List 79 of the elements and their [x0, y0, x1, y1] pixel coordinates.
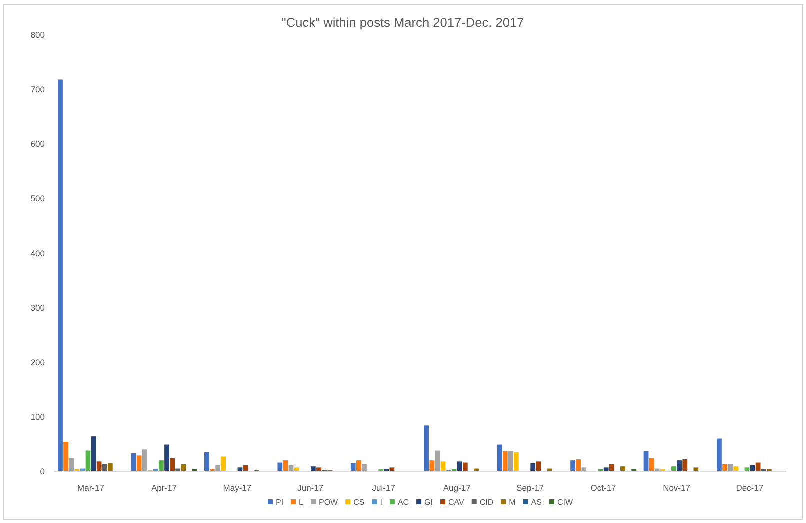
bar	[682, 459, 688, 472]
bar	[424, 426, 430, 472]
legend-label: CAV	[448, 498, 466, 506]
bar	[722, 464, 728, 472]
legend-label: AC	[398, 498, 410, 506]
bar	[502, 451, 508, 472]
x-tick-label: Aug-17	[443, 483, 472, 493]
chart-title: "Cuck" within posts March 2017-Dec. 2017	[282, 14, 524, 30]
bar	[497, 444, 502, 472]
y-tick-label: 400	[30, 248, 46, 258]
bar	[694, 468, 699, 472]
bar	[536, 462, 542, 472]
bar	[362, 464, 367, 472]
y-tick-label: 100	[30, 412, 46, 422]
bar	[717, 438, 722, 472]
bar	[102, 464, 108, 472]
y-tick-label: 800	[30, 30, 46, 40]
bar	[164, 444, 170, 472]
legend-label: CIW	[557, 498, 574, 506]
bar	[728, 464, 734, 472]
x-tick-label: Apr-17	[151, 483, 178, 493]
bar	[457, 462, 462, 472]
y-tick-label: 300	[30, 302, 46, 313]
bar	[677, 460, 682, 472]
y-tick-label: 700	[30, 84, 46, 95]
bar	[136, 456, 142, 472]
bar	[508, 451, 514, 472]
x-tick-label: May-17	[223, 483, 252, 493]
legend-label: AS	[531, 498, 542, 506]
bar	[159, 460, 164, 472]
x-tick-label: Mar-17	[78, 483, 105, 493]
x-tick-label: Jun-17	[298, 483, 324, 493]
x-tick-label: Nov-17	[663, 483, 691, 493]
x-tick-label: Jul-17	[372, 483, 396, 493]
legend-label: POW	[318, 498, 339, 506]
legend-label: L	[299, 498, 304, 506]
bar	[221, 456, 226, 472]
x-tick-label: Oct-17	[590, 483, 617, 493]
bar	[756, 462, 761, 472]
bar	[356, 460, 362, 472]
bar	[514, 452, 519, 472]
bar	[204, 452, 210, 472]
bar	[672, 466, 676, 472]
bar	[582, 468, 587, 472]
bar	[316, 468, 322, 472]
bar	[311, 466, 316, 472]
bar	[91, 436, 96, 472]
bar	[142, 450, 148, 472]
legend-label: CS	[354, 498, 365, 506]
x-tick-label: Dec-17	[736, 483, 764, 493]
bar	[609, 464, 614, 472]
bar	[96, 462, 102, 472]
legend-label: GI	[424, 498, 434, 506]
x-tick-label: Sep-17	[516, 483, 544, 493]
bar	[170, 458, 175, 472]
bar	[64, 442, 68, 472]
y-tick-label: 0	[40, 466, 46, 476]
bar	[570, 460, 576, 472]
bar	[734, 466, 739, 472]
legend-label: CID	[480, 498, 494, 506]
bar	[576, 459, 582, 472]
bar	[620, 466, 626, 472]
bar	[430, 460, 435, 472]
bar	[278, 462, 283, 472]
y-tick-label: 200	[30, 357, 46, 368]
bar	[604, 468, 609, 472]
bar	[108, 463, 113, 472]
legend-label: PI	[276, 498, 284, 506]
bar	[58, 80, 63, 472]
y-tick-label: 500	[30, 194, 46, 204]
legend-label: I	[380, 498, 382, 506]
y-tick-label: 600	[30, 139, 46, 150]
bar	[462, 462, 468, 472]
bar	[530, 463, 536, 472]
bar	[350, 463, 356, 472]
legend-label: M	[509, 498, 516, 506]
bar	[69, 458, 74, 472]
bar	[181, 464, 186, 472]
bar	[216, 466, 220, 472]
